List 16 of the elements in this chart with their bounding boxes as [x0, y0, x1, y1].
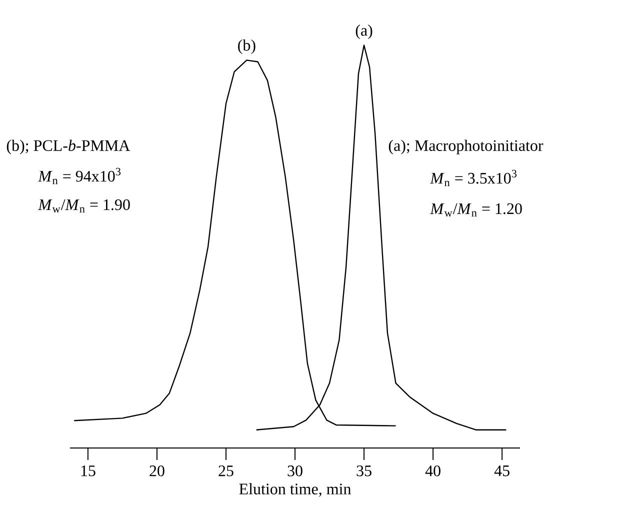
series-label: (a): [356, 24, 372, 40]
x-tick-label: 15: [81, 466, 96, 476]
annotation: (a); Macrophotoinitiator: [388, 140, 544, 154]
x-tick-label: 35: [356, 466, 372, 476]
x-tick-label: 25: [218, 466, 234, 476]
annotation: M$_{n}$ = 3.5x10$^{3}$: [430, 170, 517, 186]
annotation: M$_{n}$ = 94x10$^{3}$: [38, 168, 121, 184]
annotation: M$_{w}$/M$_{n}$ = 1.90: [38, 199, 130, 213]
x-tick-label: 45: [494, 466, 510, 476]
annotation: M$_{w}$/M$_{n}$ = 1.20: [430, 203, 522, 217]
x-tick-label: 30: [288, 466, 302, 476]
x-axis-title: Elution time, min: [239, 483, 352, 497]
annotation: (b); PCL-b-PMMA: [6, 140, 130, 154]
series-label: (b): [238, 39, 256, 54]
x-tick-label: 40: [425, 466, 440, 476]
x-tick-label: 20: [150, 466, 164, 476]
